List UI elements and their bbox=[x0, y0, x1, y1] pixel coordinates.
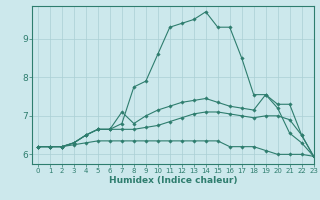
X-axis label: Humidex (Indice chaleur): Humidex (Indice chaleur) bbox=[108, 176, 237, 185]
